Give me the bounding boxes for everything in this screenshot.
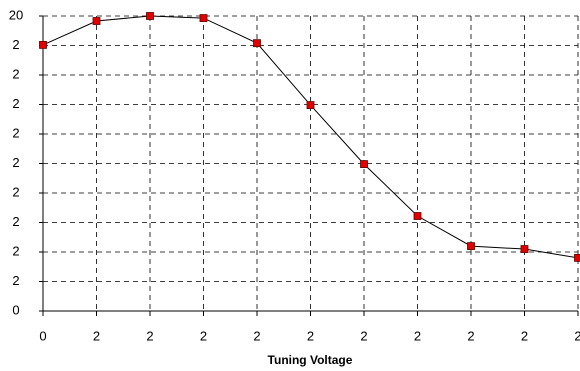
x-tick-label: 2 — [414, 328, 421, 343]
marker — [360, 160, 368, 168]
marker — [520, 245, 529, 253]
x-tick-label: 2 — [93, 328, 100, 343]
marker — [574, 253, 580, 262]
marker — [39, 41, 47, 49]
x-tick-label: 2 — [200, 328, 207, 343]
marker — [92, 17, 101, 25]
x-tick-label: 2 — [253, 328, 260, 343]
x-axis-label: Tuning Voltage — [268, 353, 353, 367]
x-tick-label: 0 — [39, 328, 46, 343]
x-tick-label: 2 — [307, 328, 314, 343]
x-tick-label: 2 — [521, 328, 528, 343]
y-tick-label: 2 — [12, 66, 19, 81]
x-tick-label: 2 — [146, 328, 153, 343]
y-tick-label: 2 — [12, 155, 19, 170]
marker — [306, 101, 315, 109]
marker — [413, 212, 422, 220]
y-tick-label: 2 — [12, 273, 19, 288]
y-tick-label: 2 — [12, 125, 19, 140]
y-tick-label: 2 — [12, 96, 19, 111]
y-tick-label: 2 — [12, 37, 19, 52]
y-tick-label: 0 — [12, 302, 19, 317]
y-tick-label: 2 — [12, 243, 19, 258]
y-tick-label: 20 — [9, 7, 23, 22]
marker — [199, 14, 208, 22]
x-tick-label: 2 — [467, 328, 474, 343]
marker — [146, 12, 154, 20]
y-tick-label: 2 — [12, 214, 19, 229]
marker — [467, 242, 475, 251]
marker — [253, 39, 261, 48]
y-tick-label: 2 — [12, 184, 19, 199]
x-tick-label: 2 — [360, 328, 367, 343]
x-tick-label: 2 — [574, 328, 580, 343]
